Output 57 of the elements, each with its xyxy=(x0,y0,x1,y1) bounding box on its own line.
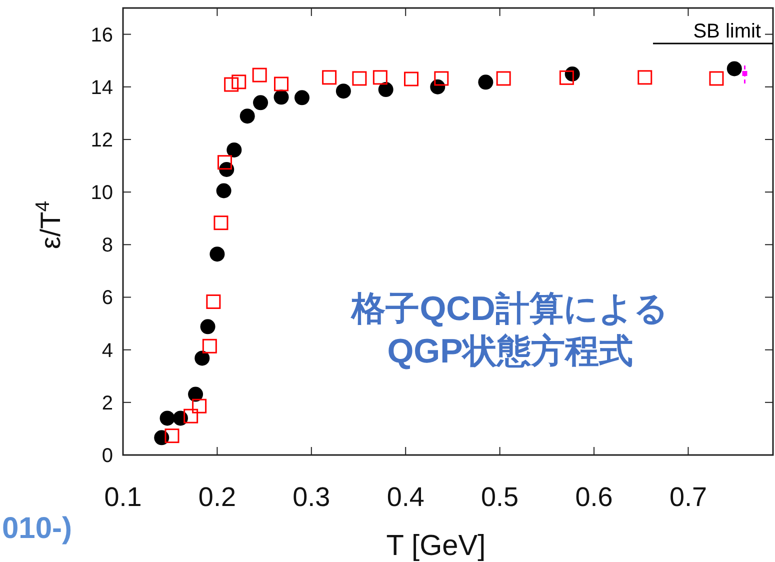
point xyxy=(496,71,511,86)
point xyxy=(194,350,210,366)
point xyxy=(322,70,337,85)
x-tick-label: 0.3 xyxy=(292,482,330,512)
point xyxy=(742,70,748,76)
point xyxy=(378,82,394,98)
point xyxy=(202,338,217,354)
point xyxy=(206,294,221,309)
ref-line: SB limit xyxy=(653,20,773,44)
x-tick-label: 0.1 xyxy=(104,482,142,512)
point xyxy=(164,428,180,444)
y-tick-label: 2 xyxy=(102,392,113,414)
x-axis-title: T [GeV] xyxy=(386,530,486,562)
y-tick-label: 16 xyxy=(90,24,113,46)
point xyxy=(352,71,367,86)
point xyxy=(217,155,232,170)
ref-line-label: SB limit xyxy=(693,20,762,42)
annotation: 010-) xyxy=(2,512,72,545)
x-tick-label: 0.5 xyxy=(481,482,519,512)
x-tick-label: 0.7 xyxy=(669,482,707,512)
point xyxy=(224,77,239,92)
y-tick-label: 12 xyxy=(90,129,113,152)
point xyxy=(726,61,742,76)
annotation: 格子QCD計算による QGP状態方程式 xyxy=(352,290,668,370)
point xyxy=(210,246,225,262)
x-tick-label: 0.2 xyxy=(198,482,236,512)
point xyxy=(192,398,207,414)
point xyxy=(559,70,574,85)
point xyxy=(232,74,246,90)
point xyxy=(200,319,216,334)
y-tick-label: 14 xyxy=(90,76,113,99)
point xyxy=(709,71,724,86)
y-tick-label: 6 xyxy=(102,287,113,310)
point xyxy=(253,95,268,110)
point xyxy=(478,74,494,90)
x-tick-label: 0.4 xyxy=(386,482,424,512)
point xyxy=(336,84,351,99)
point xyxy=(184,408,198,424)
point xyxy=(274,76,289,92)
point xyxy=(226,142,242,158)
x-tick-label: 0.6 xyxy=(575,482,613,512)
point xyxy=(638,70,652,85)
y-tick-label: 8 xyxy=(102,234,113,257)
y-tick-label: 10 xyxy=(90,182,113,204)
point xyxy=(274,90,289,105)
point xyxy=(252,68,267,82)
y-tick-label: 0 xyxy=(102,445,113,467)
point xyxy=(372,70,388,85)
point xyxy=(188,386,204,402)
point xyxy=(434,71,449,86)
point xyxy=(404,72,419,86)
point xyxy=(294,90,310,106)
point xyxy=(214,216,228,230)
y-tick-label: 4 xyxy=(102,340,113,362)
point xyxy=(216,183,232,198)
point xyxy=(240,108,255,124)
point xyxy=(160,410,175,426)
